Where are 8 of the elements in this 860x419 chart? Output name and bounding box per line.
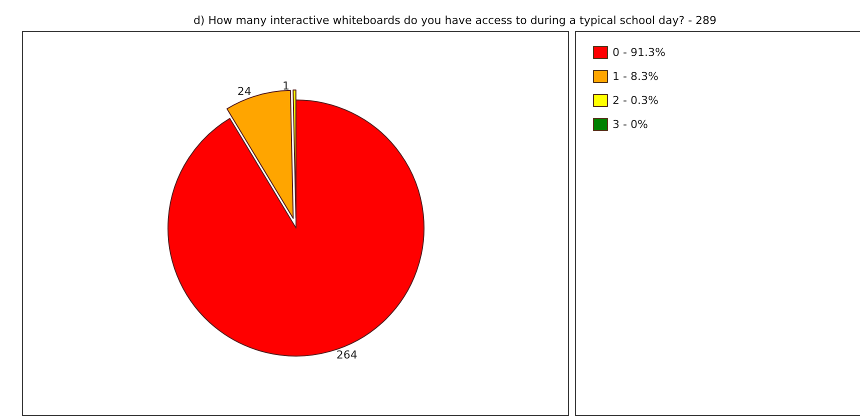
data-label: 1 xyxy=(282,80,290,93)
data-label: 24 xyxy=(237,85,252,98)
data-label: 264 xyxy=(336,348,358,362)
chart-title: d) How many interactive whiteboards do you have access to during a typical school day? - 289 xyxy=(193,14,717,27)
legend-label: 3 - 0% xyxy=(612,118,648,131)
legend-label: 2 - 0.3% xyxy=(612,94,658,107)
legend-label: 1 - 8.3% xyxy=(612,70,658,83)
legend-label: 0 - 91.3% xyxy=(612,46,666,59)
